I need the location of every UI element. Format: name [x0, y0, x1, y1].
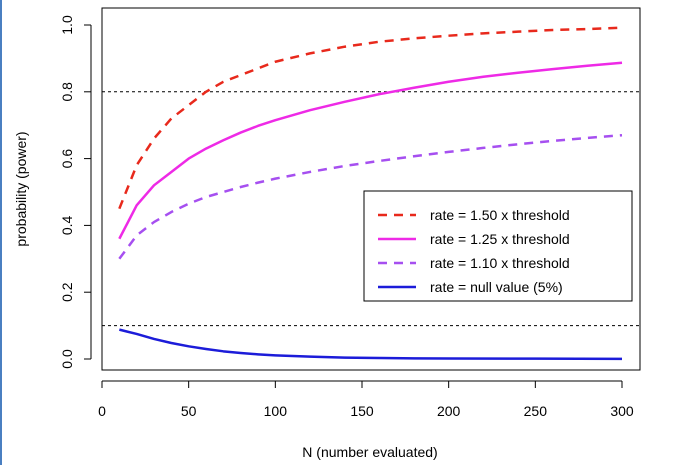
y-axis-title: probability (power) — [13, 131, 29, 246]
y-tick-label: 0.2 — [59, 282, 75, 302]
y-axis: 0.0 0.2 0.4 0.6 0.8 1.0 — [59, 15, 91, 369]
y-tick-label: 0.4 — [59, 215, 75, 235]
x-tick-label: 150 — [350, 403, 374, 419]
x-tick-label: 200 — [437, 403, 461, 419]
x-axis: 0 50 100 150 200 250 300 — [98, 381, 634, 419]
legend-label: rate = 1.10 x threshold — [430, 255, 570, 271]
x-axis-title: N (number evaluated) — [302, 444, 437, 460]
legend-label: rate = 1.25 x threshold — [430, 231, 570, 247]
legend: rate = 1.50 x threshold rate = 1.25 x thr… — [364, 191, 632, 301]
legend-label: rate = null value (5%) — [430, 279, 563, 295]
y-tick-label: 0.8 — [59, 82, 75, 102]
series-line-0 — [119, 28, 622, 209]
x-tick-label: 300 — [610, 403, 634, 419]
y-tick-label: 0.6 — [59, 149, 75, 169]
y-tick-label: 0.0 — [59, 349, 75, 369]
x-tick-label: 0 — [98, 403, 106, 419]
x-tick-label: 100 — [264, 403, 288, 419]
legend-label: rate = 1.50 x threshold — [430, 207, 570, 223]
x-tick-label: 250 — [524, 403, 548, 419]
y-tick-label: 1.0 — [59, 15, 75, 35]
plot-frame — [102, 8, 640, 370]
series-line-3 — [119, 330, 622, 359]
x-tick-label: 50 — [181, 403, 197, 419]
